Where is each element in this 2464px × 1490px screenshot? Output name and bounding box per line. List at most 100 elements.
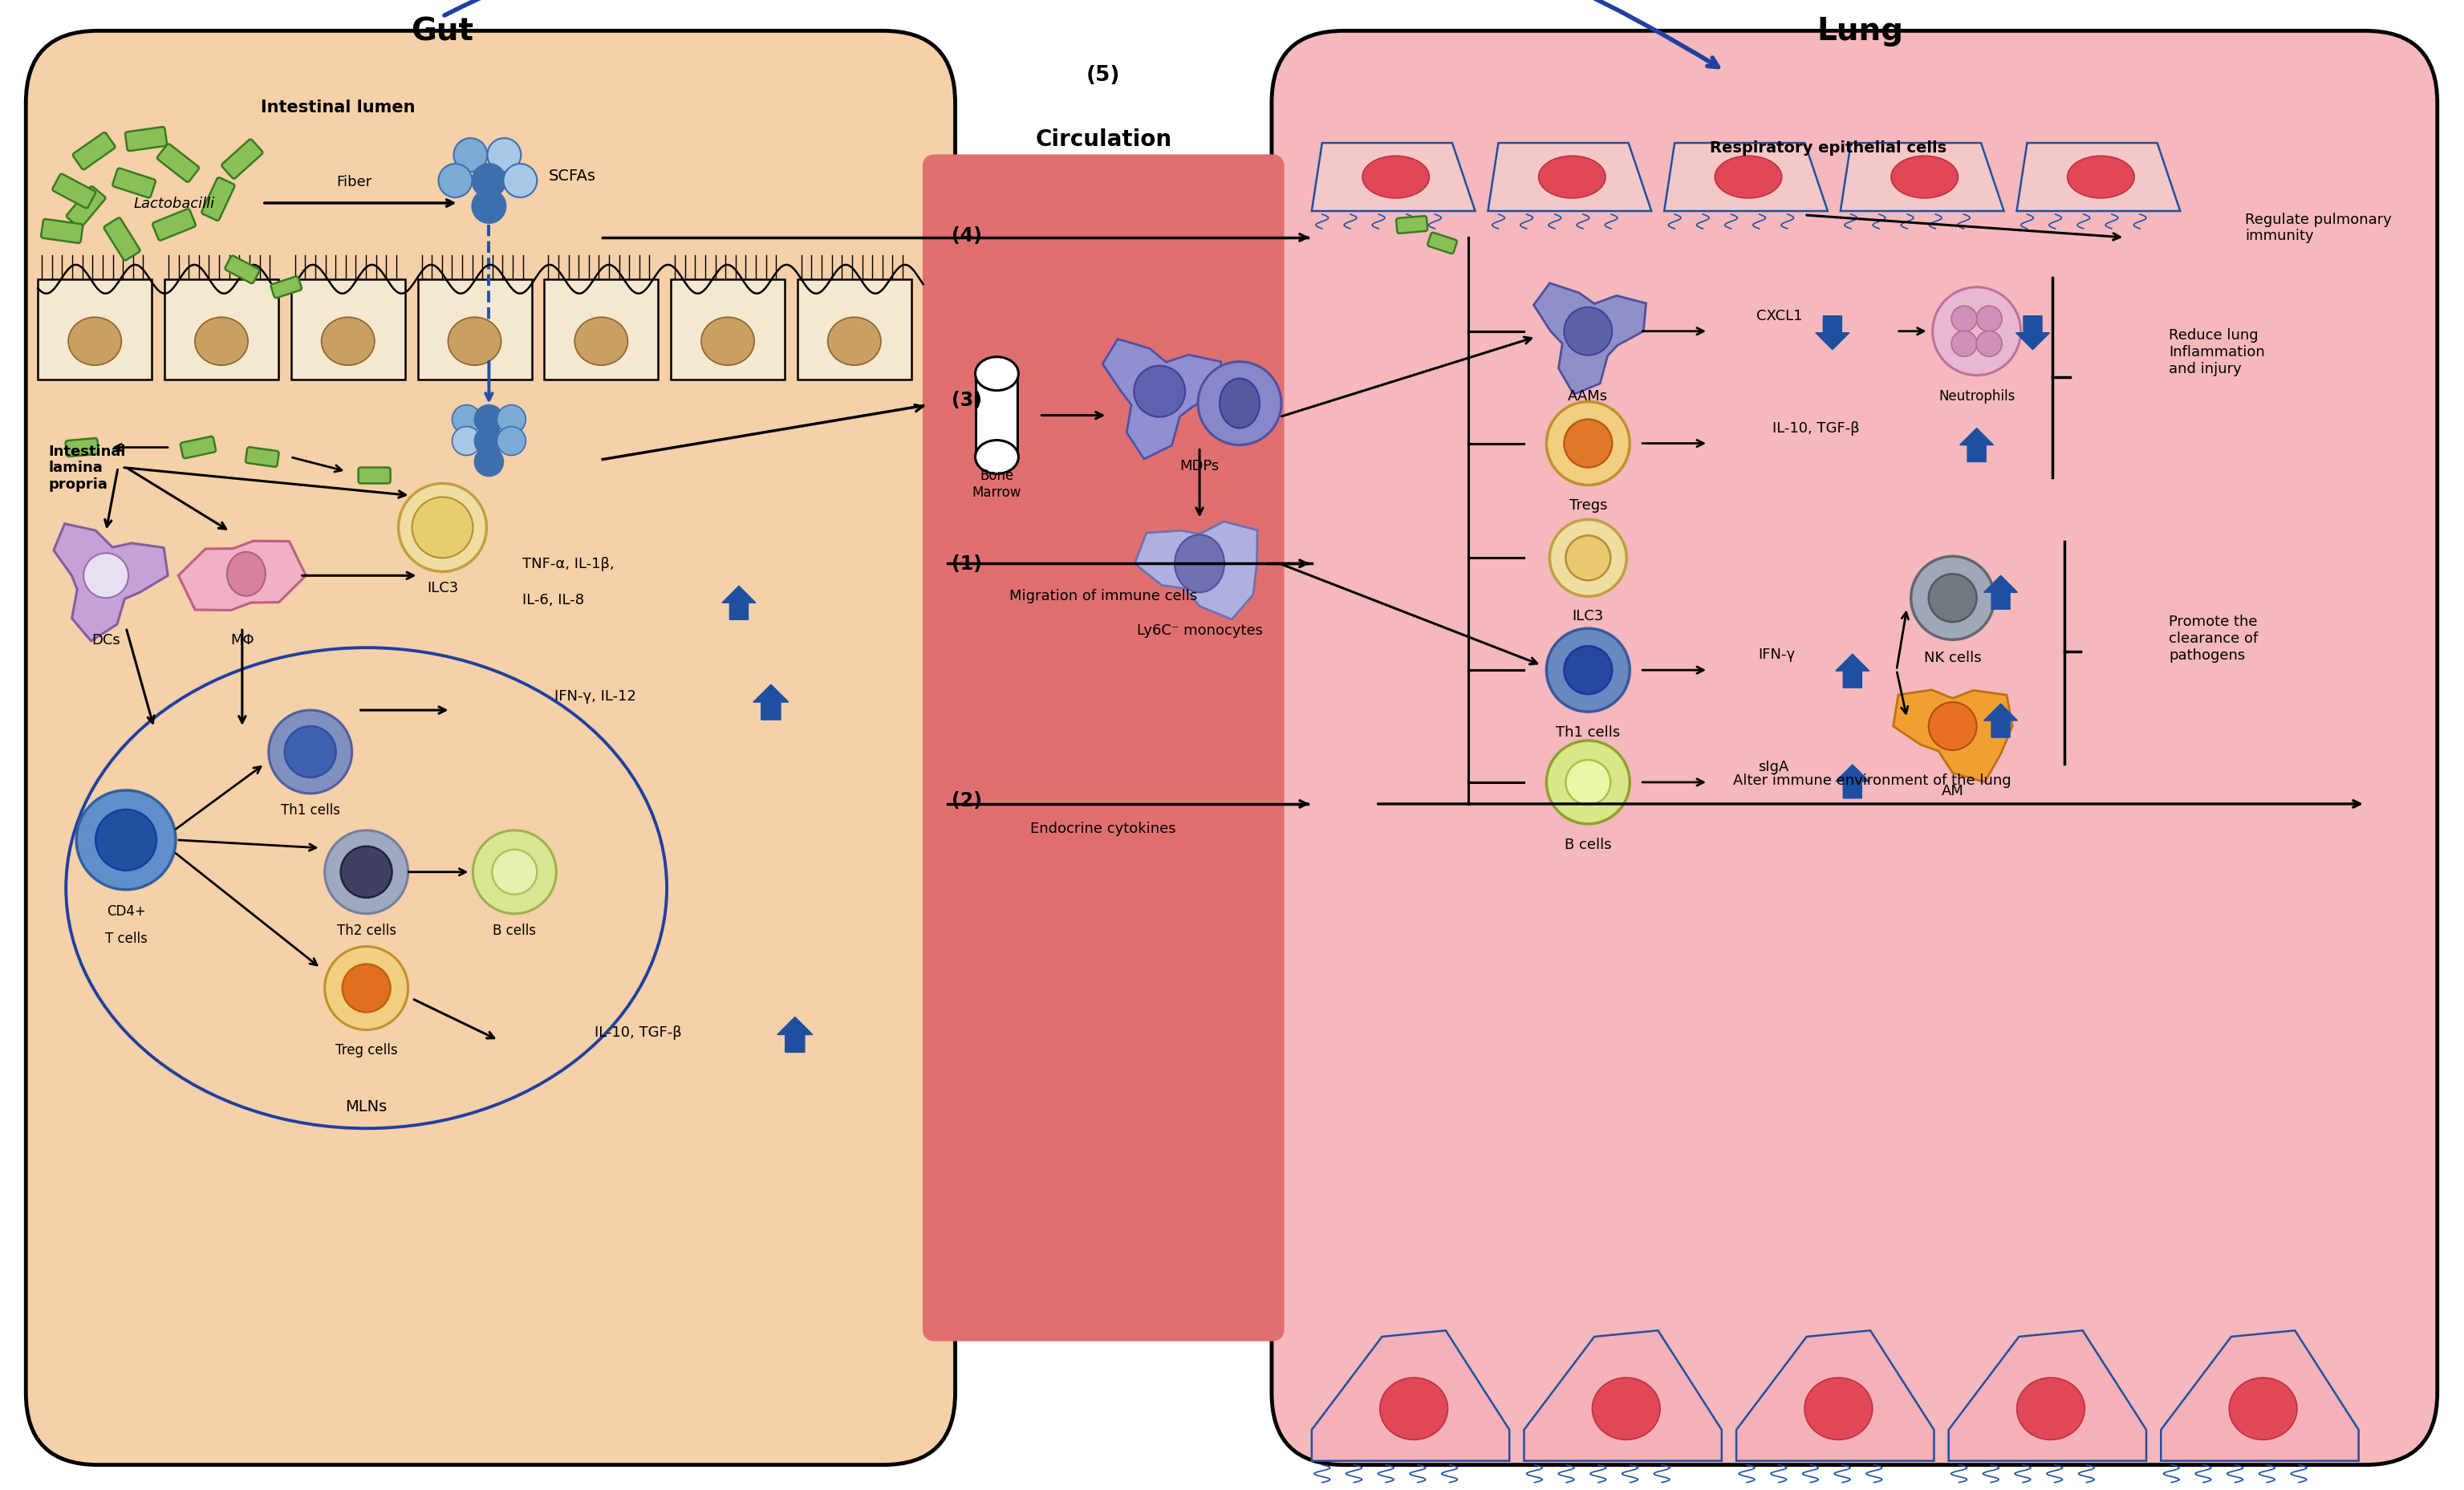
Circle shape	[1951, 331, 1976, 358]
Text: (3): (3)	[951, 390, 981, 410]
Polygon shape	[670, 280, 784, 380]
Circle shape	[503, 164, 537, 198]
Circle shape	[1565, 647, 1611, 694]
Text: B cells: B cells	[1565, 837, 1611, 851]
Circle shape	[439, 164, 473, 198]
Text: B cells: B cells	[493, 922, 537, 937]
Text: Alter immune environment of the lung: Alter immune environment of the lung	[1735, 773, 2011, 787]
Text: Ly6C⁻ monocytes: Ly6C⁻ monocytes	[1136, 623, 1262, 638]
FancyBboxPatch shape	[113, 168, 155, 198]
Text: MLNs: MLNs	[345, 1098, 387, 1113]
Ellipse shape	[69, 317, 121, 367]
Circle shape	[1976, 331, 2001, 358]
FancyArrow shape	[1959, 429, 1993, 462]
Text: Th1 cells: Th1 cells	[281, 803, 340, 817]
FancyArrow shape	[1816, 316, 1850, 350]
Polygon shape	[1311, 1331, 1510, 1460]
Polygon shape	[1488, 143, 1651, 212]
Text: AAMs: AAMs	[1567, 389, 1609, 404]
Circle shape	[411, 498, 473, 559]
Circle shape	[1565, 420, 1611, 468]
Text: Bone
Marrow: Bone Marrow	[973, 468, 1023, 499]
Text: Th1 cells: Th1 cells	[1555, 726, 1621, 739]
Circle shape	[1547, 741, 1629, 824]
Ellipse shape	[702, 317, 754, 367]
Polygon shape	[2161, 1331, 2358, 1460]
FancyBboxPatch shape	[74, 133, 116, 170]
Polygon shape	[798, 280, 912, 380]
Circle shape	[1547, 402, 1629, 486]
Ellipse shape	[195, 317, 249, 367]
Circle shape	[451, 428, 480, 456]
Circle shape	[498, 405, 525, 434]
FancyArrow shape	[1984, 705, 2018, 738]
FancyBboxPatch shape	[126, 128, 168, 152]
Ellipse shape	[448, 317, 500, 367]
Text: Treg cells: Treg cells	[335, 1043, 397, 1058]
Circle shape	[399, 484, 485, 572]
Ellipse shape	[976, 358, 1018, 390]
Text: Fiber: Fiber	[338, 174, 372, 189]
Ellipse shape	[1538, 156, 1607, 198]
Text: MDPs: MDPs	[1180, 459, 1220, 472]
FancyBboxPatch shape	[357, 468, 389, 484]
Ellipse shape	[1715, 156, 1781, 198]
FancyBboxPatch shape	[103, 219, 140, 261]
Text: Th2 cells: Th2 cells	[338, 922, 397, 937]
Circle shape	[1565, 760, 1611, 805]
Circle shape	[473, 164, 505, 198]
Circle shape	[476, 428, 503, 456]
Text: DCs: DCs	[91, 633, 121, 647]
Text: IL-10, TGF-β: IL-10, TGF-β	[594, 1025, 683, 1040]
FancyBboxPatch shape	[153, 210, 195, 241]
Polygon shape	[291, 280, 404, 380]
Polygon shape	[177, 541, 306, 611]
FancyBboxPatch shape	[1271, 31, 2437, 1465]
Ellipse shape	[1380, 1378, 1449, 1439]
Text: IL-6, IL-8: IL-6, IL-8	[522, 593, 584, 608]
Text: SCFAs: SCFAs	[547, 168, 596, 183]
Circle shape	[84, 554, 128, 599]
FancyArrow shape	[1836, 654, 1870, 688]
FancyArrow shape	[754, 685, 788, 720]
Polygon shape	[1949, 1331, 2146, 1460]
Text: (2): (2)	[951, 791, 981, 811]
Ellipse shape	[1890, 156, 1959, 198]
Text: IFN-γ, IL-12: IFN-γ, IL-12	[554, 688, 636, 703]
FancyArrow shape	[776, 1018, 813, 1052]
Circle shape	[498, 428, 525, 456]
Polygon shape	[37, 280, 153, 380]
Ellipse shape	[1804, 1378, 1873, 1439]
Circle shape	[1547, 629, 1629, 712]
Circle shape	[269, 711, 352, 794]
Polygon shape	[2016, 143, 2181, 212]
Circle shape	[1565, 308, 1611, 356]
Circle shape	[96, 811, 155, 870]
Circle shape	[473, 191, 505, 223]
Text: CD4+: CD4+	[106, 903, 145, 918]
FancyArrow shape	[2016, 316, 2050, 350]
Text: IL-10, TGF-β: IL-10, TGF-β	[1772, 420, 1860, 435]
Circle shape	[1198, 362, 1281, 446]
Circle shape	[342, 964, 389, 1012]
FancyBboxPatch shape	[27, 31, 956, 1465]
Ellipse shape	[1363, 156, 1429, 198]
Circle shape	[325, 831, 409, 913]
FancyBboxPatch shape	[1427, 234, 1456, 255]
Ellipse shape	[2018, 1378, 2085, 1439]
Ellipse shape	[227, 553, 266, 596]
FancyArrow shape	[722, 587, 756, 620]
FancyBboxPatch shape	[222, 140, 264, 179]
FancyBboxPatch shape	[246, 447, 278, 468]
Circle shape	[493, 849, 537, 894]
Polygon shape	[1663, 143, 1828, 212]
Ellipse shape	[320, 317, 375, 367]
Polygon shape	[1311, 143, 1476, 212]
Polygon shape	[1841, 143, 2003, 212]
Ellipse shape	[1592, 1378, 1661, 1439]
Circle shape	[1912, 557, 1993, 641]
Circle shape	[325, 946, 409, 1030]
Text: ILC3: ILC3	[426, 581, 458, 596]
Circle shape	[1951, 307, 1976, 332]
Circle shape	[1976, 307, 2001, 332]
